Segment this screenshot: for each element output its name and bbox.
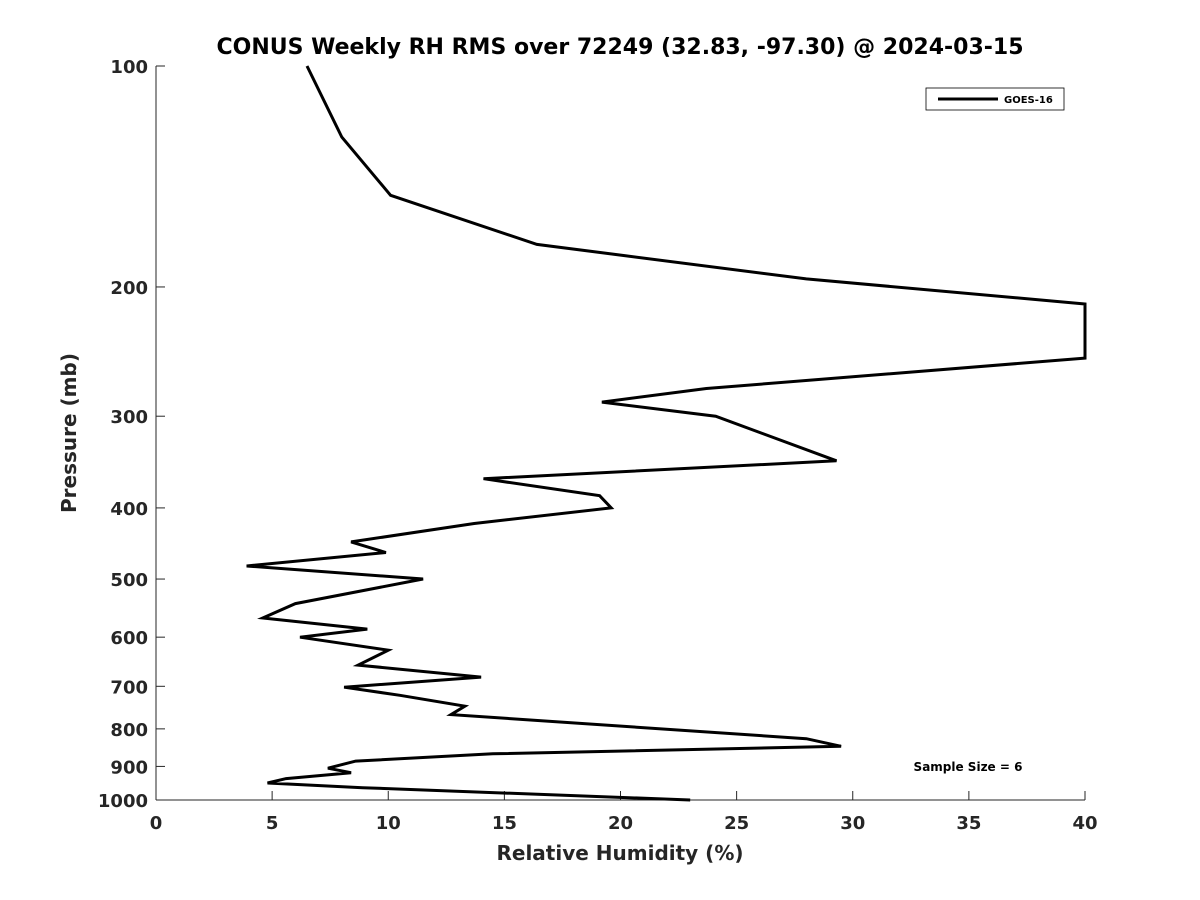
x-tick-label: 0	[150, 813, 163, 834]
y-axis-label: Pressure (mb)	[57, 353, 81, 513]
y-tick-label: 200	[110, 278, 148, 299]
x-tick-label: 5	[266, 813, 279, 834]
y-tick-label: 700	[110, 677, 148, 698]
sample-size-annotation: Sample Size = 6	[914, 760, 1023, 774]
series-layer	[246, 65, 1087, 802]
y-tick-label: 100	[110, 57, 148, 78]
y-tick-label: 1000	[98, 791, 148, 812]
x-tick-label: 40	[1072, 813, 1097, 834]
x-tick-label: 10	[376, 813, 401, 834]
y-tick-label: 600	[110, 628, 148, 649]
y-tick-label: 300	[110, 407, 148, 428]
y-tick-label: 900	[110, 757, 148, 778]
x-tick-label: 20	[608, 813, 633, 834]
y-ticks: 100 200 300 400 500 600 700 800 900 1000	[98, 57, 165, 812]
y-tick-label: 800	[110, 720, 148, 741]
x-tick-label: 35	[956, 813, 981, 834]
y-tick-label: 400	[110, 499, 148, 520]
legend: GOES-16	[925, 87, 1065, 111]
x-axis-label: Relative Humidity (%)	[496, 841, 743, 865]
x-tick-label: 30	[840, 813, 865, 834]
y-tick-label: 500	[110, 570, 148, 591]
x-tick-label: 25	[724, 813, 749, 834]
x-ticks: 0 5 10 15 20 25 30 35 40	[150, 791, 1098, 834]
x-tick-label: 15	[492, 813, 517, 834]
chart-title: CONUS Weekly RH RMS over 72249 (32.83, -…	[216, 35, 1023, 60]
legend-label-goes16: GOES-16	[1004, 95, 1053, 106]
series-line-goes16	[246, 65, 1087, 802]
